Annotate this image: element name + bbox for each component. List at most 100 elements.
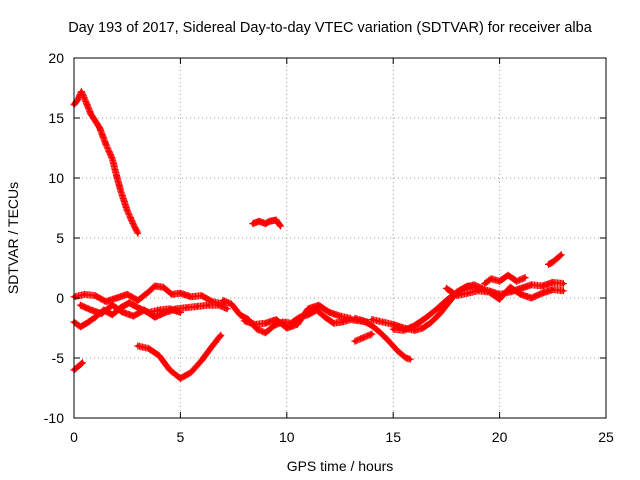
data-point [93, 315, 98, 320]
data-point [199, 358, 204, 363]
series-marks [481, 271, 529, 288]
data-point [361, 319, 366, 323]
data-point [274, 317, 278, 322]
data-point [444, 286, 449, 291]
data-point [306, 307, 310, 311]
data-point [263, 221, 268, 226]
data-point [210, 344, 215, 348]
series-marks [70, 88, 142, 237]
data-point [529, 296, 534, 300]
x-axis-label: GPS time / hours [287, 458, 394, 474]
data-point [404, 356, 408, 360]
data-point [327, 310, 332, 315]
series-marks [134, 331, 225, 382]
data-point [76, 97, 81, 101]
data-point [89, 308, 93, 312]
data-point [216, 303, 221, 308]
data-point [157, 353, 161, 358]
y-tick-label: 10 [48, 170, 64, 186]
series-arc-short-low [351, 330, 376, 345]
y-tick-label: 20 [48, 50, 64, 66]
y-tick-label: -5 [52, 350, 65, 366]
data-point [497, 279, 502, 284]
data-point [497, 297, 502, 302]
data-point [157, 308, 161, 312]
series-arc-early-negative [70, 359, 86, 374]
data-point [153, 284, 157, 288]
data-point [189, 295, 193, 299]
data-point [114, 173, 119, 178]
x-tick-label: 20 [492, 429, 508, 445]
data-point [540, 284, 544, 288]
data-point [423, 316, 427, 321]
data-point [551, 287, 555, 292]
data-point [146, 346, 151, 351]
data-point [540, 291, 544, 296]
data-point [78, 303, 83, 308]
data-point [519, 286, 523, 291]
data-point [438, 311, 442, 316]
data-point [546, 262, 551, 267]
data-point [110, 313, 115, 317]
data-point [121, 310, 125, 315]
data-point [402, 328, 406, 333]
data-point [353, 339, 357, 344]
y-tick-label: 0 [56, 290, 64, 306]
data-point [370, 332, 374, 336]
data-point [482, 281, 487, 286]
data-point [174, 307, 178, 311]
data-point [348, 316, 353, 321]
data-point [561, 289, 566, 293]
series-arc-rising [389, 278, 567, 334]
data-point [104, 299, 108, 304]
data-point [267, 219, 272, 223]
data-point [476, 289, 481, 293]
y-tick-label: 15 [48, 110, 64, 126]
series-marks [219, 296, 372, 337]
data-point [80, 361, 85, 365]
data-point [178, 376, 183, 381]
data-point [551, 280, 555, 285]
data-point [529, 283, 534, 287]
data-point [519, 292, 523, 297]
data-point [455, 293, 459, 298]
data-point [253, 322, 257, 327]
x-tick-label: 25 [598, 429, 614, 445]
data-point [136, 298, 140, 303]
data-point [89, 112, 93, 117]
data-point [82, 97, 87, 101]
data-point [272, 323, 276, 328]
series-arc-descending-late [351, 314, 414, 363]
data-point [225, 307, 230, 311]
data-point [114, 296, 119, 300]
data-point [136, 231, 140, 235]
data-point [219, 333, 223, 338]
data-point [370, 317, 374, 322]
data-point [125, 208, 129, 213]
data-point [229, 302, 234, 306]
data-point [184, 305, 189, 310]
data-point [523, 275, 527, 280]
x-tick-label: 10 [279, 429, 295, 445]
series-arc-late-wave [442, 283, 567, 303]
data-point [465, 291, 470, 296]
axis-ticks: 0 5 10 15 20 25 -10 -5 0 5 10 15 20 [44, 50, 614, 445]
series-arc-central-cluster [219, 296, 372, 337]
data-point [429, 320, 434, 324]
x-tick-label: 0 [70, 429, 78, 445]
data-point [163, 310, 168, 315]
chart-title: Day 193 of 2017, Sidereal Day-to-day VTE… [68, 20, 593, 36]
data-point [387, 339, 391, 344]
data-point [84, 321, 89, 326]
data-point [142, 308, 147, 312]
data-point [378, 331, 383, 335]
data-point [167, 368, 172, 372]
data-point [263, 321, 268, 326]
data-point [561, 281, 566, 286]
data-point [551, 260, 555, 264]
data-point [136, 305, 140, 310]
series-arc-middle-band [76, 301, 231, 321]
data-point [555, 256, 559, 261]
y-tick-label: 5 [56, 230, 64, 246]
data-point [257, 219, 261, 223]
